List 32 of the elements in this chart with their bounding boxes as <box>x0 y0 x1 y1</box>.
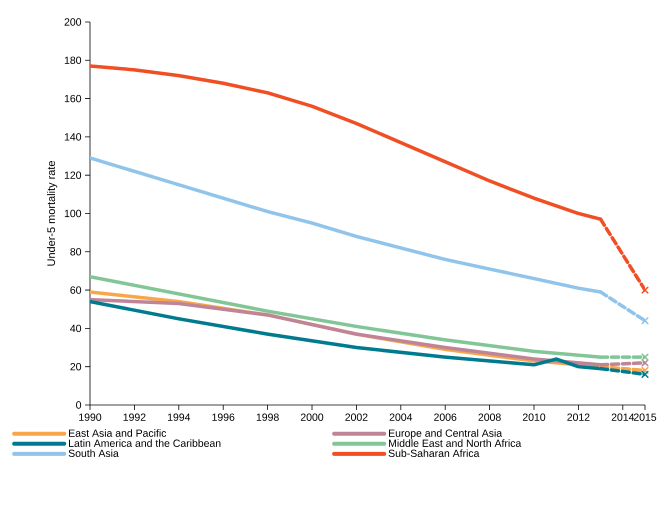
legend-label: Sub-Saharan Africa <box>388 449 480 458</box>
y-axis-title: Under-5 mortality rate <box>47 161 58 266</box>
legend-label: Latin America and the Caribbean <box>69 439 220 447</box>
x-tick-label: 2014 <box>612 413 634 421</box>
x-tick-label: 2002 <box>345 413 368 421</box>
legend-label: South Asia <box>68 449 119 458</box>
x-tick-label: 1990 <box>79 413 102 421</box>
y-tick-label: 40 <box>70 324 82 332</box>
x-tick-label: 1994 <box>168 413 190 421</box>
y-tick-label: 120 <box>64 171 82 179</box>
y-tick-label: 200 <box>64 18 82 26</box>
x-tick-label: 1992 <box>124 413 146 421</box>
y-tick-label: 0 <box>76 401 82 409</box>
x-tick-label: 2006 <box>434 413 456 421</box>
legend-label: Europe and Central Asia <box>389 429 502 439</box>
y-tick-label: 100 <box>64 210 82 218</box>
x-tick-label: 2008 <box>478 413 501 421</box>
y-tick-label: 60 <box>70 286 82 294</box>
legend-label: Middle East and North Africa <box>389 439 522 447</box>
x-tick-label: 2004 <box>390 413 412 421</box>
x-tick-label: 1996 <box>212 413 234 421</box>
x-tick-label: 2000 <box>300 413 324 421</box>
y-tick-label: 140 <box>64 133 82 141</box>
y-tick-label: 180 <box>64 56 82 64</box>
x-tick-label: 2012 <box>567 413 590 421</box>
legend-label: East Asia and Pacific <box>69 429 166 437</box>
x-tick-label: 2015 <box>634 413 656 421</box>
x-tick-label: 1998 <box>256 413 279 421</box>
y-tick-label: 20 <box>70 362 82 370</box>
x-tick-label: 2010 <box>522 413 546 421</box>
y-tick-label: 80 <box>70 248 82 256</box>
y-tick-label: 160 <box>64 94 82 102</box>
